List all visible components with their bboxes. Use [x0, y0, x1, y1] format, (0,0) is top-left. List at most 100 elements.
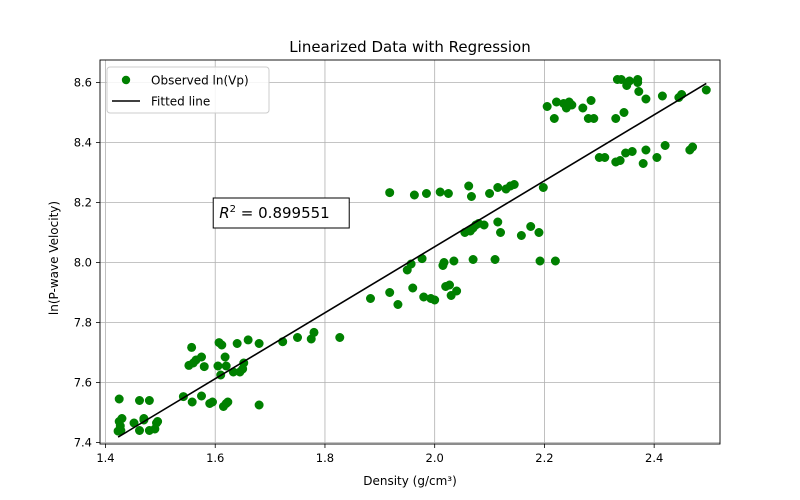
- x-tick-label: 2.0: [426, 451, 444, 465]
- x-tick-label: 1.8: [316, 451, 334, 465]
- data-point: [117, 413, 127, 423]
- legend-label: Observed ln(Vp): [151, 74, 249, 88]
- data-point: [600, 153, 610, 163]
- x-tick-label: 2.2: [535, 451, 553, 465]
- r2-annotation-box: [212, 197, 350, 229]
- legend-label: Fitted line: [151, 95, 210, 109]
- annotation-layer: R2 = 0.899551: [212, 197, 350, 229]
- data-point: [567, 100, 577, 110]
- data-point: [550, 256, 560, 266]
- data-point: [657, 91, 667, 101]
- data-point: [641, 94, 651, 104]
- data-point: [624, 76, 634, 86]
- data-point: [627, 147, 637, 157]
- data-point: [538, 183, 548, 193]
- data-point: [135, 395, 145, 405]
- data-point: [223, 397, 233, 407]
- data-point: [445, 280, 455, 290]
- data-point: [688, 142, 698, 152]
- x-tick-label: 2.4: [645, 451, 663, 465]
- data-point: [439, 257, 449, 267]
- data-point: [443, 189, 453, 199]
- data-point: [496, 228, 506, 238]
- data-point: [633, 78, 643, 88]
- data-point: [493, 183, 503, 193]
- plot-frame: [99, 59, 721, 445]
- y-tick-label: 7.8: [74, 316, 92, 330]
- legend-box: [106, 66, 270, 114]
- y-tick-label: 8.4: [74, 136, 92, 150]
- data-point: [153, 416, 163, 426]
- y-tick-label: 7.6: [74, 376, 92, 390]
- data-point: [213, 361, 223, 371]
- data-point: [187, 397, 197, 407]
- y-tick-label: 8.2: [74, 196, 92, 210]
- series-layer: [113, 75, 711, 438]
- data-point: [641, 145, 651, 155]
- data-point: [408, 283, 418, 293]
- data-point: [421, 189, 431, 199]
- data-point: [615, 156, 625, 166]
- data-point: [309, 327, 319, 337]
- data-point: [385, 287, 395, 297]
- data-point: [365, 293, 375, 303]
- data-point: [144, 395, 154, 405]
- data-point: [221, 361, 231, 371]
- data-point: [634, 87, 644, 97]
- data-point: [493, 217, 503, 227]
- data-point: [197, 352, 207, 362]
- data-point: [197, 391, 207, 401]
- data-point: [452, 286, 462, 296]
- data-point: [243, 335, 253, 345]
- data-point: [549, 114, 559, 124]
- data-point: [435, 187, 445, 197]
- data-point: [449, 256, 459, 266]
- data-point: [586, 96, 596, 106]
- data-point: [509, 180, 519, 190]
- data-point: [199, 362, 209, 372]
- x-axis-label: Density (g/cm³): [363, 474, 457, 488]
- y-axis-label: ln(P-wave Velocity): [47, 201, 61, 315]
- data-point: [542, 102, 552, 112]
- data-point: [220, 352, 230, 362]
- data-point: [114, 394, 124, 404]
- y-tick-label: 8.6: [74, 76, 92, 90]
- data-point: [409, 190, 419, 200]
- data-point: [638, 159, 648, 169]
- y-tick-label: 7.4: [74, 436, 92, 450]
- data-point: [535, 256, 545, 266]
- data-point: [660, 141, 670, 151]
- data-point: [135, 425, 145, 435]
- data-point: [335, 332, 345, 342]
- data-point: [652, 153, 662, 163]
- grid-layer: [100, 60, 720, 444]
- y-tick-label: 8.0: [74, 256, 92, 270]
- data-point: [534, 228, 544, 238]
- legend-layer: Observed ln(Vp) Fitted line: [106, 66, 270, 114]
- fitted-line: [117, 82, 707, 438]
- data-point: [207, 397, 217, 407]
- data-point: [393, 299, 403, 309]
- data-point: [516, 231, 526, 241]
- data-point: [619, 108, 629, 118]
- legend-marker: [121, 75, 131, 85]
- data-point: [254, 400, 264, 410]
- chart-title: Linearized Data with Regression: [289, 38, 530, 56]
- data-point: [466, 192, 476, 202]
- data-point: [526, 222, 536, 232]
- data-point: [430, 295, 440, 305]
- data-point: [578, 103, 588, 113]
- data-point: [187, 342, 197, 352]
- data-point: [479, 220, 489, 230]
- r2-annotation: R2 = 0.899551: [219, 204, 330, 222]
- axes-layer: 1.4 1.6 1.8 2.0 2.2 2.4 7.4 7.6 7.8 8.0 8.2 8.4 8.6: [74, 59, 721, 465]
- data-point: [293, 332, 303, 342]
- data-point: [485, 189, 495, 199]
- data-point: [385, 188, 395, 198]
- data-point: [232, 338, 242, 348]
- data-point: [468, 255, 478, 265]
- data-point: [217, 340, 227, 350]
- data-point: [589, 114, 599, 124]
